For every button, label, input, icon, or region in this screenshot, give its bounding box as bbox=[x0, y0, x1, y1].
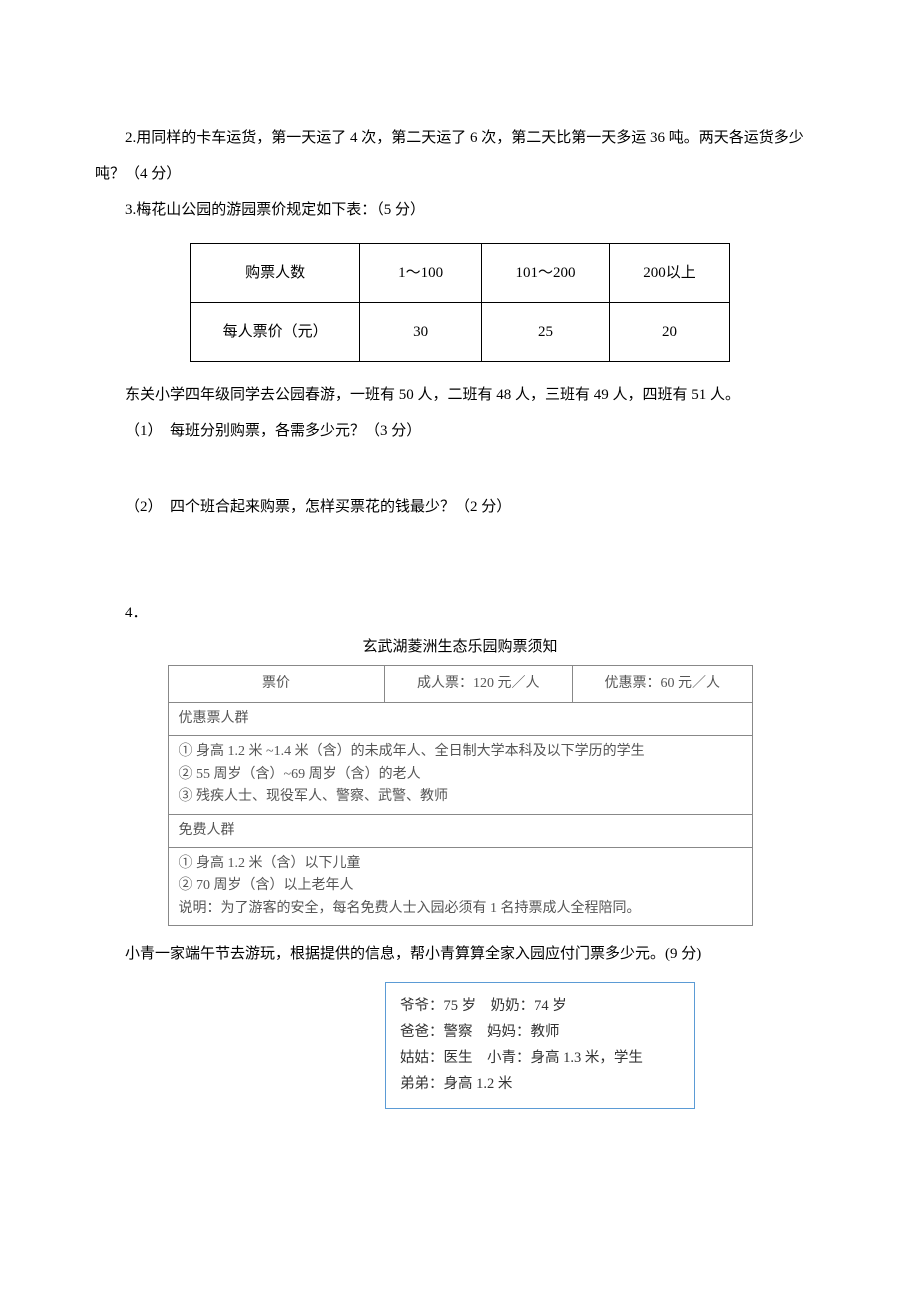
family-line: 爸爸：警察 妈妈：教师 bbox=[400, 1019, 680, 1045]
family-line: 姑姑：医生 小青：身高 1.3 米，学生 bbox=[400, 1045, 680, 1071]
blank-space bbox=[95, 449, 825, 489]
q4-cell: ① 身高 1.2 米 ~1.4 米（含）的未成年人、全日制大学本科及以下学历的学… bbox=[168, 736, 752, 814]
family-line: 爷爷：75 岁 奶奶：74 岁 bbox=[400, 993, 680, 1019]
table-row: 每人票价（元） 30 25 20 bbox=[191, 303, 730, 362]
q3-cell: 购票人数 bbox=[191, 244, 360, 303]
q2-text: 2.用同样的卡车运货，第一天运了 4 次，第二天运了 6 次，第二天比第一天多运… bbox=[95, 120, 825, 192]
q3-cell: 200以上 bbox=[609, 244, 729, 303]
q3-cell: 25 bbox=[482, 303, 610, 362]
q4-cell: 成人票：120 元／人 bbox=[384, 666, 573, 703]
table-row: 购票人数 1～100 101～200 200以上 bbox=[191, 244, 730, 303]
q3-cell: 每人票价（元） bbox=[191, 303, 360, 362]
q4-table: 票价 成人票：120 元／人 优惠票：60 元／人 优惠票人群 ① 身高 1.2… bbox=[168, 665, 753, 926]
q4-line: ③ 残疾人士、现役军人、警察、武警、教师 bbox=[179, 786, 742, 808]
q3-story: 东关小学四年级同学去公园春游，一班有 50 人，二班有 48 人，三班有 49 … bbox=[95, 377, 825, 413]
q4-cell: 优惠票人群 bbox=[168, 703, 752, 736]
q3-table: 购票人数 1～100 101～200 200以上 每人票价（元） 30 25 2… bbox=[190, 243, 730, 362]
blank-space bbox=[95, 525, 825, 595]
q4-line: ① 身高 1.2 米（含）以下儿童 bbox=[179, 853, 742, 875]
q3-cell: 101～200 bbox=[482, 244, 610, 303]
q3-sub1: （1） 每班分别购票，各需多少元？（3 分） bbox=[95, 413, 825, 449]
q4-line: ① 身高 1.2 米 ~1.4 米（含）的未成年人、全日制大学本科及以下学历的学… bbox=[179, 741, 742, 763]
q3-intro: 3.梅花山公园的游园票价规定如下表：（5 分） bbox=[95, 192, 825, 228]
family-line: 弟弟：身高 1.2 米 bbox=[400, 1071, 680, 1097]
q3-cell: 20 bbox=[609, 303, 729, 362]
table-row: ① 身高 1.2 米（含）以下儿童 ② 70 周岁（含）以上老年人 说明：为了游… bbox=[168, 847, 752, 925]
q4-cell: 优惠票：60 元／人 bbox=[573, 666, 752, 703]
q4-cell: ① 身高 1.2 米（含）以下儿童 ② 70 周岁（含）以上老年人 说明：为了游… bbox=[168, 847, 752, 925]
q3-sub2: （2） 四个班合起来购票，怎样买票花的钱最少？（2 分） bbox=[95, 489, 825, 525]
q4-cell: 免费人群 bbox=[168, 814, 752, 847]
q3-cell: 1～100 bbox=[360, 244, 482, 303]
q3-cell: 30 bbox=[360, 303, 482, 362]
q4-story: 小青一家端午节去游玩，根据提供的信息，帮小青算算全家入园应付门票多少元。(9 分… bbox=[95, 936, 825, 972]
q4-line: ② 55 周岁（含）~69 周岁（含）的老人 bbox=[179, 764, 742, 786]
q4-line: ② 70 周岁（含）以上老年人 bbox=[179, 875, 742, 897]
table-row: 票价 成人票：120 元／人 优惠票：60 元／人 bbox=[168, 666, 752, 703]
table-row: 优惠票人群 bbox=[168, 703, 752, 736]
q4-number: 4． bbox=[95, 595, 825, 631]
q4-family-box: 爷爷：75 岁 奶奶：74 岁 爸爸：警察 妈妈：教师 姑姑：医生 小青：身高 … bbox=[385, 982, 695, 1108]
table-row: ① 身高 1.2 米 ~1.4 米（含）的未成年人、全日制大学本科及以下学历的学… bbox=[168, 736, 752, 814]
q4-caption: 玄武湖菱洲生态乐园购票须知 bbox=[95, 635, 825, 659]
table-row: 免费人群 bbox=[168, 814, 752, 847]
q4-line: 说明：为了游客的安全，每名免费人士入园必须有 1 名持票成人全程陪同。 bbox=[179, 898, 742, 920]
q4-cell: 票价 bbox=[168, 666, 384, 703]
